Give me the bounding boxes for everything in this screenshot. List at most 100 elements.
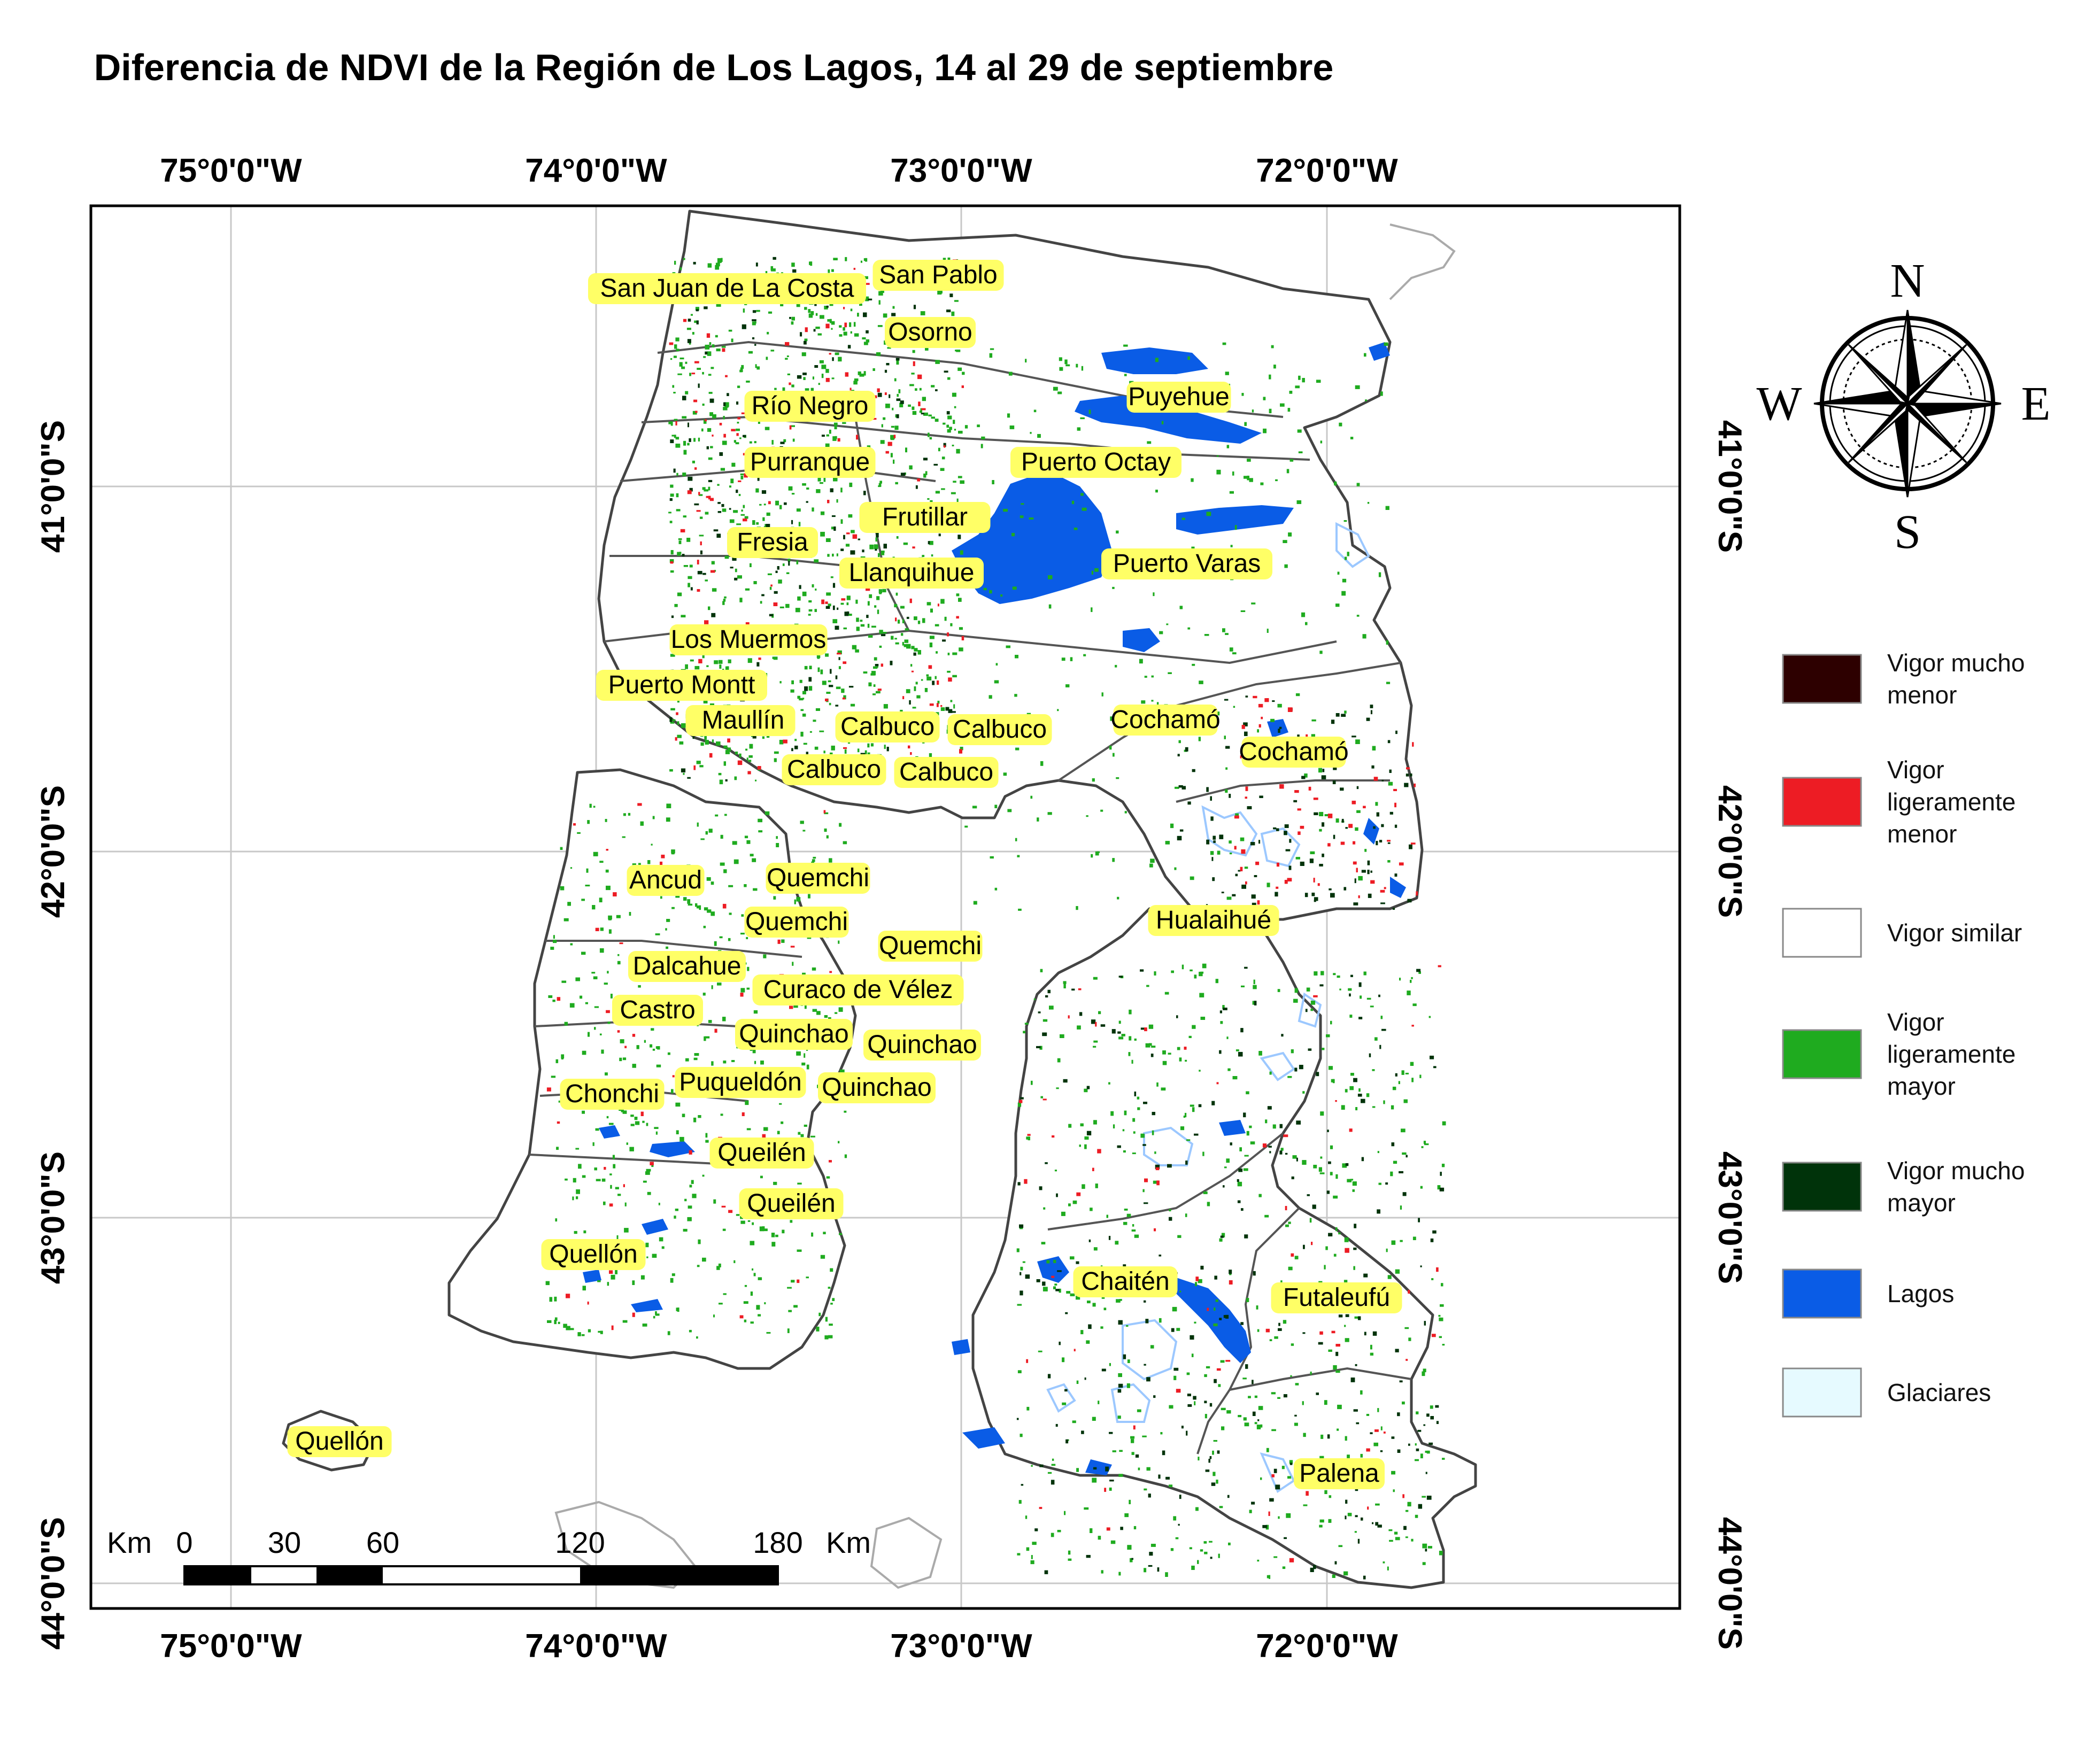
place-label: Quellón (287, 1426, 392, 1457)
place-label: Purranque (744, 447, 876, 478)
svg-text:Calbuco: Calbuco (787, 755, 881, 784)
svg-text:Quellón: Quellón (549, 1240, 637, 1268)
svg-text:Curaco de Vélez: Curaco de Vélez (763, 976, 953, 1004)
legend-label: Vigor mucho (1887, 1157, 2025, 1185)
legend-swatch (1782, 654, 1862, 704)
latitude-label: 41°0'0"S (1711, 420, 1748, 553)
svg-text:Purranque: Purranque (750, 448, 870, 476)
longitude-label: 74°0'0"W (525, 1628, 667, 1665)
place-label: Puerto Octay (1010, 447, 1182, 478)
legend-swatch (1782, 777, 1862, 827)
legend-item: Vigor similar (1782, 908, 2022, 958)
svg-text:Calbuco: Calbuco (899, 758, 993, 786)
svg-text:Ancud: Ancud (629, 866, 702, 894)
legend-item: Vigor ligeramente menor (1782, 756, 2016, 848)
svg-text:Quemchi: Quemchi (767, 864, 869, 892)
legend-item: Lagos (1782, 1268, 1954, 1319)
latitude-label: 44°0'0"S (35, 1517, 72, 1650)
lake-espolon (1037, 1256, 1069, 1283)
place-label: Río Negro (744, 391, 876, 422)
scale-tick-label: 30 (268, 1526, 301, 1559)
legend-label: menor (1887, 681, 1957, 709)
longitude-label: 75°0'0"W (160, 152, 302, 189)
svg-text:San Juan de La Costa: San Juan de La Costa (600, 274, 854, 303)
legend-label: Vigor (1887, 756, 1944, 784)
svg-text:Calbuco: Calbuco (953, 715, 1047, 744)
coordinate-labels: 75°0'0"W 75°0'0"W 74°0'0"W 74°0'0"W 73°0'0"W… (35, 152, 1748, 1665)
place-label: Fresia (727, 527, 818, 558)
scale-unit-right: Km (826, 1526, 871, 1559)
svg-text:Queilén: Queilén (747, 1189, 835, 1218)
place-labels: San Juan de La Costa San Pablo Osorno Puyeh… (287, 260, 1402, 1489)
svg-text:Puerto Octay: Puerto Octay (1021, 448, 1171, 476)
place-label: San Pablo (872, 260, 1004, 291)
svg-text:Queilén: Queilén (717, 1139, 806, 1167)
scale-tick-label: 120 (555, 1526, 605, 1559)
svg-text:San Pablo: San Pablo (879, 261, 998, 289)
place-label: Hualaihué (1148, 905, 1279, 936)
legend-swatch (1782, 1367, 1862, 1418)
legend: Vigor muchomenorVigorligeramentemenorVig… (1782, 649, 2025, 1418)
longitude-label: 73°0'0"W (890, 1628, 1032, 1665)
lake-todos-los-santos (1176, 505, 1294, 535)
lake-rupanco (1075, 396, 1262, 444)
svg-text:Castro: Castro (620, 996, 695, 1024)
place-label: Ancud (627, 865, 705, 896)
longitude-label: 74°0'0"W (525, 152, 667, 189)
svg-text:Osorno: Osorno (888, 318, 972, 346)
svg-text:Fresia: Fresia (737, 528, 808, 556)
svg-text:Los Muermos: Los Muermos (671, 625, 827, 654)
legend-item: Glaciares (1782, 1367, 1991, 1418)
place-label: Castro (612, 995, 703, 1026)
svg-text:Puqueldón: Puqueldón (679, 1068, 802, 1096)
svg-text:Frutillar: Frutillar (882, 503, 968, 531)
compass-e: E (2021, 377, 2051, 430)
compass-w: W (1757, 377, 1802, 430)
compass-s: S (1894, 506, 1921, 559)
svg-text:Quinchao: Quinchao (739, 1020, 848, 1048)
svg-text:Futaleufú: Futaleufú (1283, 1283, 1390, 1312)
place-label: Frutillar (859, 502, 991, 533)
place-label: Quemchi (766, 863, 870, 894)
place-label: Puyehue (1126, 382, 1231, 413)
place-label: Futaleufú (1271, 1282, 1402, 1313)
place-label: Calbuco (835, 711, 940, 742)
latitude-label: 42°0'0"S (1711, 785, 1748, 918)
lake-chiloe-1 (650, 1141, 695, 1157)
legend-swatch (1782, 908, 1862, 958)
legend-swatch (1782, 1162, 1862, 1212)
svg-text:Puyehue: Puyehue (1128, 383, 1230, 411)
legend-swatch (1782, 1268, 1862, 1319)
svg-text:Cochamó: Cochamó (1239, 738, 1348, 766)
place-label: Calbuco (894, 757, 999, 788)
svg-text:Puerto Varas: Puerto Varas (1113, 550, 1261, 578)
svg-text:Calbuco: Calbuco (840, 713, 935, 741)
place-label: Puerto Varas (1101, 548, 1272, 579)
scale-unit-left: Km (107, 1526, 152, 1559)
longitude-label: 75°0'0"W (160, 1628, 302, 1665)
place-label: Quellón (541, 1239, 646, 1270)
compass-rose: N S E W (1757, 254, 2051, 559)
svg-text:Cochamó: Cochamó (1110, 706, 1220, 734)
legend-label: Glaciares (1887, 1379, 1991, 1406)
latitude-label: 41°0'0"S (35, 420, 72, 553)
place-label: Dalcahue (628, 951, 746, 982)
south-mainland-outline (971, 907, 1477, 1589)
scale-tick-label: 180 (753, 1526, 802, 1559)
lake-chiloe-3 (583, 1219, 668, 1312)
lake-south-misc (952, 1120, 1246, 1475)
longitude-label: 72°0'0"W (1256, 1628, 1398, 1665)
svg-text:Dalcahue: Dalcahue (633, 952, 742, 980)
scale-bar: Km Km 0 30 60 120 180 (107, 1526, 871, 1585)
argentina-border (1389, 223, 1456, 300)
svg-text:Quinchao: Quinchao (867, 1031, 977, 1059)
legend-item: Vigor mucho menor (1782, 649, 2025, 709)
svg-text:Puerto Montt: Puerto Montt (608, 671, 755, 699)
place-label: Maullín (691, 705, 796, 736)
legend-item: Vigor ligeramente mayor (1782, 1008, 2016, 1100)
place-label: Quemchi (878, 931, 983, 962)
place-label: Puerto Montt (596, 670, 767, 701)
place-label: Calbuco (782, 754, 886, 785)
svg-text:Maullín: Maullín (702, 706, 785, 734)
svg-text:Chaitén: Chaitén (1081, 1267, 1169, 1296)
